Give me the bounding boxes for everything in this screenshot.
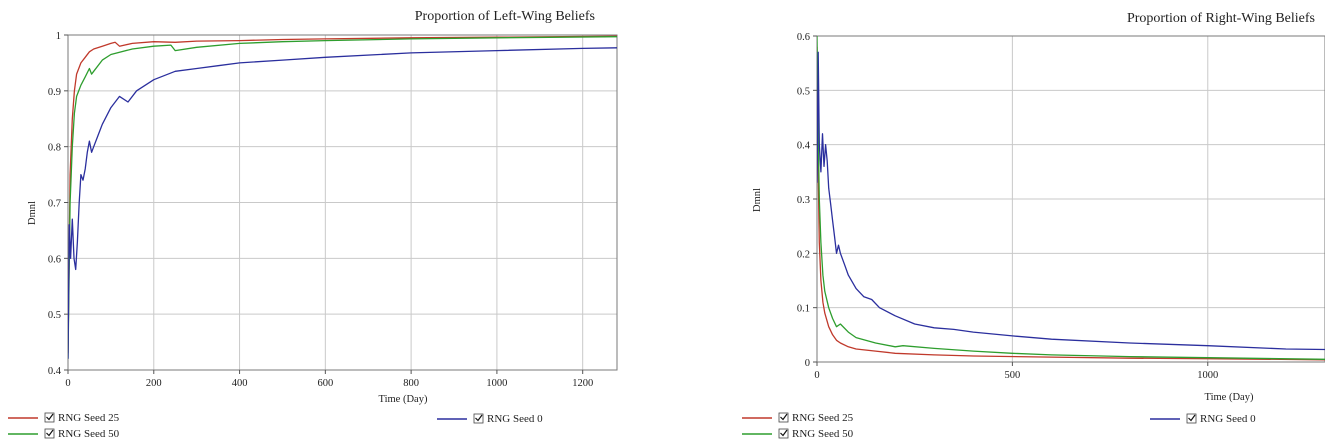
legend-label: RNG Seed 0 [487,413,543,425]
checkmark-icon [780,413,788,421]
x-tick-label: 500 [1005,370,1021,381]
y-tick-label: 0.9 [48,87,61,98]
legend-item-rng-seed-25[interactable]: RNG Seed 25 [8,412,120,424]
legend-checkbox[interactable] [473,413,484,424]
y-tick-label: 0.3 [797,195,810,206]
x-tick-label: 0 [814,370,819,381]
x-tick-label: 0 [65,378,70,389]
legend-item-rng-seed-0[interactable]: RNG Seed 0 [1150,413,1256,425]
x-tick-label: 600 [317,378,333,389]
legend-label: RNG Seed 25 [792,412,854,424]
series-line-rng-seed-50 [68,36,617,359]
x-tick-label: 1000 [1197,370,1218,381]
x-tick-label: 1200 [572,378,593,389]
legend-checkbox[interactable] [44,428,55,439]
legend-label: RNG Seed 50 [58,428,120,440]
series-line-rng-seed-25 [817,46,1325,361]
y-tick-label: 0.1 [797,304,810,315]
y-tick-label: 0.8 [48,143,61,154]
left-wing-chart: 0.4 0.5 0.6 0.7 0.8 0.9 1 0 200 400 600 800 1000 1200… [8,9,618,440]
y-tick-label: 0.5 [48,310,61,321]
y-tick-label: 0.5 [797,86,810,97]
right-wing-chart: 0 0.1 0.2 0.3 0.4 0.5 0.6 0 500 1000 Proportion of… [742,11,1325,440]
y-tick-label: 0.6 [48,254,61,265]
checkmark-icon [1188,414,1196,422]
series-line-rng-seed-50 [817,35,1325,360]
chart-title: Proportion of Right-Wing Beliefs [1127,11,1315,26]
checkmark-icon [475,414,483,422]
y-tick-label: 0.4 [48,366,62,377]
chart-title: Proportion of Left-Wing Beliefs [415,9,595,24]
y-tick-label: 0.7 [48,199,61,210]
legend-checkbox[interactable] [1186,413,1197,424]
checkmark-icon [46,429,54,437]
legend-checkbox[interactable] [778,412,789,423]
legend-label: RNG Seed 25 [58,412,120,424]
y-tick-label: 0 [805,358,810,369]
series-line-rng-seed-0 [68,47,617,359]
y-tick-label: 0.2 [797,249,810,260]
legend-checkbox[interactable] [44,412,55,423]
x-axis-label: Time (Day) [379,394,428,405]
checkmark-icon [780,429,788,437]
x-tick-label: 200 [146,378,162,389]
y-tick-label: 0.4 [797,141,811,152]
x-tick-label: 1000 [486,378,507,389]
x-tick-label: 400 [232,378,248,389]
y-axis-label: Dmnl [752,188,763,212]
legend-checkbox[interactable] [778,428,789,439]
y-axis-label: Dmnl [27,201,38,225]
legend-item-rng-seed-0[interactable]: RNG Seed 0 [437,413,543,425]
x-tick-label: 800 [403,378,419,389]
y-tick-label: 0.6 [797,32,810,43]
series-line-rng-seed-25 [68,35,617,354]
legend-label: RNG Seed 0 [1200,413,1256,425]
y-tick-label: 1 [56,31,61,42]
legend-item-rng-seed-50[interactable]: RNG Seed 50 [742,428,854,440]
checkmark-icon [46,413,54,421]
legend-item-rng-seed-50[interactable]: RNG Seed 50 [8,428,120,440]
x-axis-label: Time (Day) [1205,392,1254,403]
legend-item-rng-seed-25[interactable]: RNG Seed 25 [742,412,854,424]
series-line-rng-seed-0 [817,51,1325,351]
legend-label: RNG Seed 50 [792,428,854,440]
